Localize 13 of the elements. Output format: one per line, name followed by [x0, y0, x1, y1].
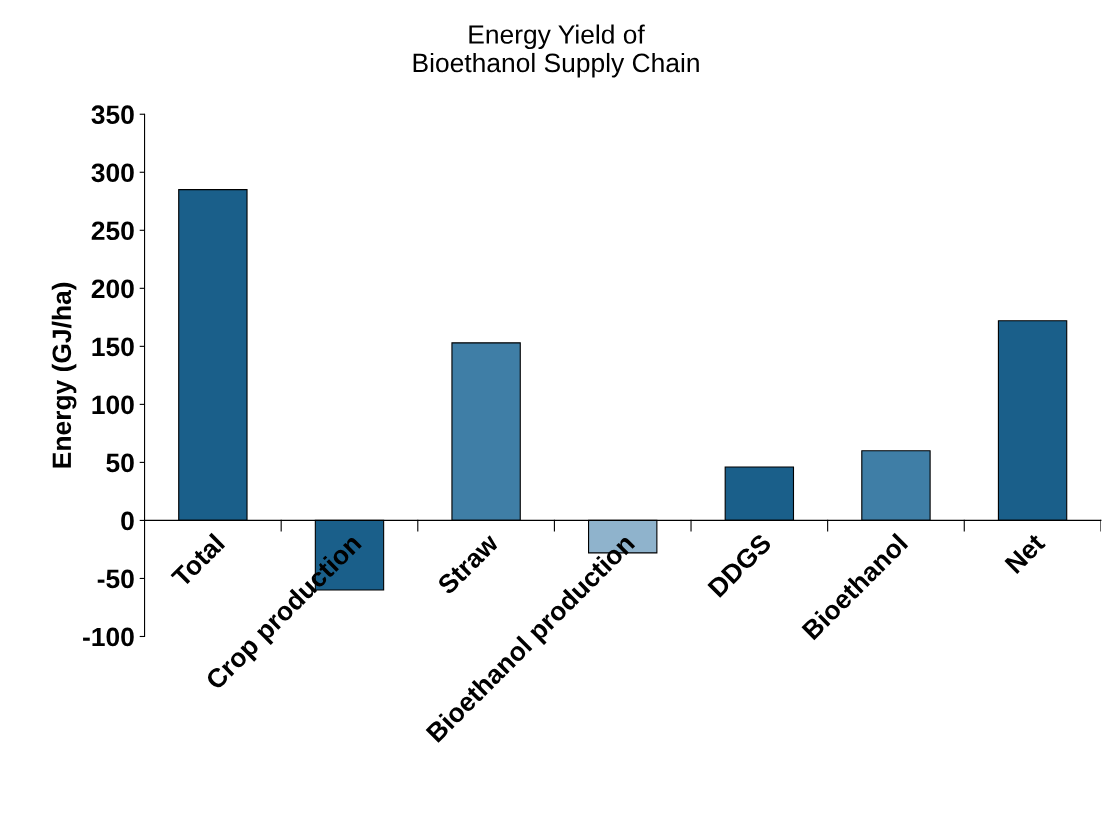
y-tick-label: 50 [106, 453, 134, 473]
y-tick-label: 0 [121, 511, 134, 531]
y-axis-title: Energy (GJ/ha) [51, 282, 77, 468]
y-tick-label: 250 [91, 221, 134, 241]
y-tick-label: 150 [92, 337, 134, 357]
y-tick-label: -100 [83, 627, 134, 647]
chart-title: Energy Yield of Bioethanol Supply Chain [413, 24, 699, 78]
y-tick-label: 350 [91, 105, 134, 125]
y-tick-label: 300 [91, 163, 134, 183]
y-tick-label: -50 [97, 569, 134, 589]
y-tick-label: 100 [92, 395, 134, 415]
x-tick-label: Net [1004, 532, 1047, 575]
y-tick-label: 200 [91, 279, 134, 299]
